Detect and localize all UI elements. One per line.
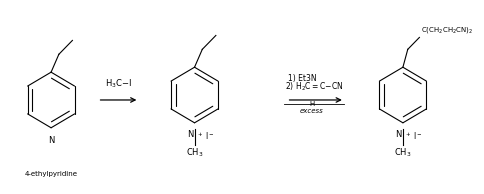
Text: CH$_3$: CH$_3$	[186, 147, 203, 159]
Text: H$_3$C$\mathdefault{-}$I: H$_3$C$\mathdefault{-}$I	[106, 78, 133, 90]
Text: excess: excess	[299, 108, 323, 114]
Text: H: H	[309, 101, 314, 107]
Text: CH$_3$: CH$_3$	[394, 147, 412, 159]
Text: N: N	[187, 130, 194, 139]
Text: C(CH$_2$CH$_2$CN)$_2$: C(CH$_2$CH$_2$CN)$_2$	[422, 25, 474, 36]
Text: 4-ethylpyridine: 4-ethylpyridine	[25, 171, 77, 178]
Text: 2) H$_2$C$\mathdefault{=}$C$\mathdefault{-}$CN: 2) H$_2$C$\mathdefault{=}$C$\mathdefault…	[285, 81, 343, 93]
Text: $^+$ I$^-$: $^+$ I$^-$	[196, 131, 214, 142]
Text: 1) Et3N: 1) Et3N	[287, 74, 316, 83]
Text: N: N	[48, 136, 54, 145]
Text: N: N	[395, 130, 402, 139]
Text: $^+$ I$^-$: $^+$ I$^-$	[404, 131, 423, 142]
